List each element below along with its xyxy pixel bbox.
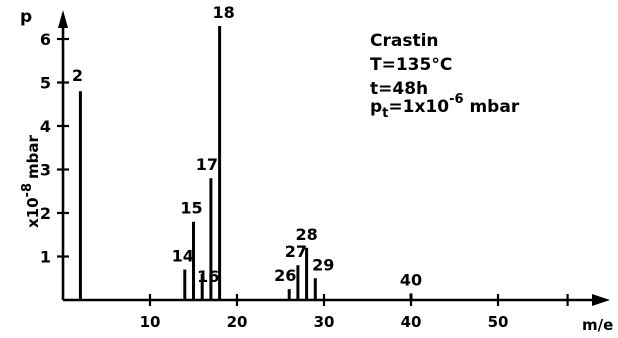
peak-label-26: 26 xyxy=(274,266,296,285)
spectrum-peaks xyxy=(78,25,413,300)
y-tick-label-5: 5 xyxy=(40,74,51,93)
peak-label-14: 14 xyxy=(172,247,194,266)
y-axis-label: p xyxy=(20,7,32,27)
x-tick-label-40: 40 xyxy=(401,313,422,331)
x-tick-label-30: 30 xyxy=(314,313,335,331)
annotation-temperature: T=135°C xyxy=(370,55,452,75)
annotation-block: Crastin T=135°C t=48h pt=1x10-6 mbar xyxy=(370,31,520,121)
x-axis-arrow xyxy=(592,294,610,306)
peak-label-27: 27 xyxy=(285,242,307,261)
y-tick-label-6: 6 xyxy=(40,30,51,49)
peak-label-16: 16 xyxy=(197,267,219,286)
peak-label-18: 18 xyxy=(212,3,234,22)
peak-label-17: 17 xyxy=(196,155,218,174)
peak-label-40: 40 xyxy=(400,270,422,289)
y-tick-label-2: 2 xyxy=(40,204,51,223)
peak-label-2: 2 xyxy=(72,66,83,85)
y-tick-label-3: 3 xyxy=(40,161,51,180)
y-axis-unit-label: x10-8mbar xyxy=(20,134,42,228)
x-axis-label: m/e xyxy=(582,316,613,334)
y-axis-ticks: 1 2 3 4 5 6 xyxy=(40,30,69,267)
x-tick-label-50: 50 xyxy=(488,313,509,331)
annotation-sample: Crastin xyxy=(370,31,439,51)
x-tick-label-10: 10 xyxy=(140,313,161,331)
y-tick-label-4: 4 xyxy=(40,117,51,136)
x-tick-label-20: 20 xyxy=(227,313,248,331)
peak-label-28: 28 xyxy=(295,225,317,244)
annotation-pressure: pt=1x10-6 mbar xyxy=(370,92,520,121)
y-tick-label-1: 1 xyxy=(40,248,51,267)
peak-label-15: 15 xyxy=(180,199,202,218)
peak-label-29: 29 xyxy=(312,255,334,274)
x-axis-ticks: 10 20 30 40 50 xyxy=(140,294,569,331)
annotation-time: t=48h xyxy=(370,79,428,99)
y-axis-arrow xyxy=(58,10,68,28)
